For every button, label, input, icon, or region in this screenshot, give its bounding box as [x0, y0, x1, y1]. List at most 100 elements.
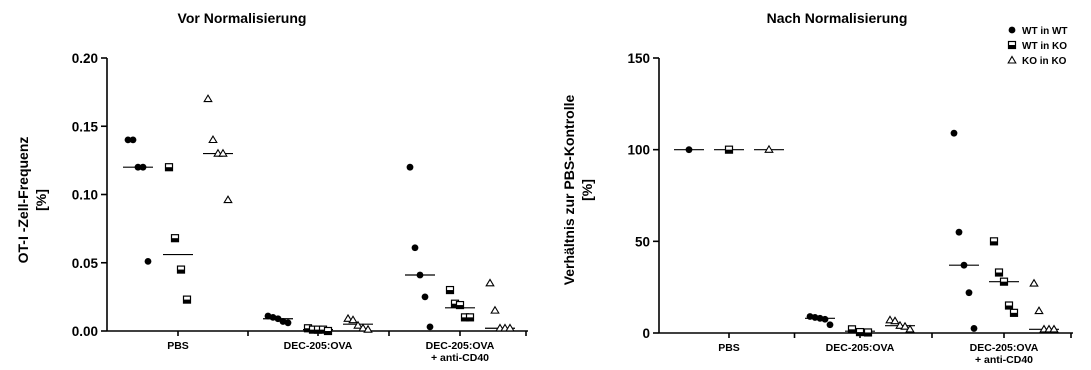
- data-point-fill: [995, 272, 1003, 276]
- data-point: [885, 315, 895, 324]
- data-point-fill: [856, 332, 864, 336]
- data-point-fill: [165, 167, 173, 171]
- data-point-fill: [451, 303, 459, 308]
- data-point-fill: [304, 328, 312, 332]
- legend-marker-filled-circle: [1008, 26, 1016, 34]
- data-point-fill: [314, 329, 322, 334]
- data-point-fill: [446, 290, 454, 294]
- chart-left-plot: 0.00 0.05 0.10 0.15 0.20 PBS DEC-205:OVA DEC-20…: [72, 51, 528, 364]
- chart-right-title: Nach Normalisierung: [767, 10, 908, 26]
- data-point: [905, 324, 915, 333]
- x-category-label: PBS: [167, 340, 189, 352]
- data-point-fill: [466, 317, 474, 321]
- data-point: [134, 163, 142, 171]
- data-point: [223, 195, 233, 204]
- data-point-fill: [177, 269, 185, 274]
- data-point: [821, 315, 829, 323]
- data-point-fill: [864, 332, 872, 336]
- chart-left-ylabel: OT-I -Zell-Frequenz: [15, 137, 31, 264]
- data-point: [129, 136, 137, 144]
- data-point: [505, 323, 515, 332]
- data-point: [965, 289, 973, 297]
- data-point: [139, 163, 147, 171]
- data-point: [900, 321, 910, 330]
- data-point: [411, 244, 419, 252]
- data-point: [208, 135, 218, 144]
- data-point: [348, 315, 358, 324]
- y-tick-label: 0.00: [72, 324, 98, 339]
- x-category-label: DEC-205:OVA: [826, 342, 895, 354]
- data-point-fill: [171, 238, 179, 242]
- x-category-label: DEC-205:OVA: [970, 342, 1039, 354]
- legend-marker-half-fill: [1008, 45, 1016, 49]
- chart-left-ylabel-unit: [%]: [33, 189, 49, 211]
- legend-item-wt-in-ko: WT in KO: [1007, 40, 1067, 52]
- data-point: [416, 271, 424, 279]
- data-point: [358, 323, 368, 332]
- data-point: [895, 320, 905, 329]
- x-category-label-line2: + anti-CD40: [975, 354, 1033, 366]
- legend-label: WT in WT: [1022, 26, 1068, 37]
- data-point: [970, 325, 978, 332]
- y-tick-label: 50: [635, 234, 650, 249]
- data-point-fill: [1010, 312, 1018, 317]
- data-point: [890, 316, 900, 325]
- data-point: [124, 136, 132, 144]
- x-category-label: PBS: [718, 342, 740, 354]
- data-point: [1034, 306, 1044, 315]
- data-point: [343, 313, 353, 322]
- y-tick-label: 0.10: [72, 188, 98, 203]
- x-category-label: DEC-205:OVA: [426, 340, 495, 352]
- data-point-fill: [990, 241, 998, 245]
- data-point: [1029, 278, 1039, 287]
- data-point: [764, 144, 774, 153]
- data-point: [426, 323, 434, 331]
- x-category-label: DEC-205:OVA: [284, 340, 353, 352]
- data-point: [485, 278, 495, 287]
- data-point: [950, 129, 958, 137]
- y-tick-label: 100: [627, 143, 650, 158]
- legend-label: KO in KO: [1022, 56, 1067, 67]
- data-point-fill: [309, 329, 317, 334]
- legend-marker-open-triangle: [1007, 55, 1017, 64]
- legend-item-wt-in-wt: WT in WT: [1008, 26, 1068, 37]
- data-point-fill: [725, 149, 733, 154]
- chart-left-title: Vor Normalisierung: [178, 10, 307, 26]
- data-point-fill: [1000, 281, 1008, 286]
- y-tick-label: 0.05: [72, 256, 99, 271]
- legend-item-ko-in-ko: KO in KO: [1007, 55, 1067, 67]
- data-point: [406, 163, 414, 171]
- data-point: [955, 228, 963, 236]
- data-point: [203, 94, 213, 103]
- data-point: [960, 261, 968, 269]
- x-category-label-line2: + anti-CD40: [431, 352, 489, 364]
- data-point: [490, 305, 500, 314]
- data-point-fill: [456, 305, 464, 309]
- data-point: [274, 315, 282, 323]
- data-point: [421, 293, 429, 301]
- data-point: [1049, 324, 1059, 333]
- data-point-fill: [319, 329, 327, 334]
- legend-label: WT in KO: [1022, 41, 1067, 52]
- data-point: [353, 320, 363, 329]
- data-point: [685, 146, 693, 154]
- data-point: [363, 324, 373, 333]
- data-point-fill: [461, 317, 469, 321]
- data-point-fill: [183, 299, 191, 304]
- data-point: [284, 319, 292, 327]
- chart-right: Nach Normalisierung Verhältnis zur PBS-K…: [561, 10, 907, 285]
- data-point: [826, 321, 834, 329]
- chart-right-ylabel: Verhältnis zur PBS-Kontrolle: [561, 94, 577, 285]
- y-tick-label: 0.20: [72, 51, 98, 66]
- data-point: [218, 148, 228, 157]
- data-point: [144, 257, 152, 265]
- y-tick-label: 150: [627, 51, 650, 66]
- y-tick-label: 0.15: [72, 119, 99, 134]
- data-point-fill: [848, 329, 856, 333]
- data-point-fill: [1005, 305, 1013, 309]
- legend: WT in WT WT in KO KO in KO: [1007, 26, 1068, 67]
- chart-right-ylabel-unit: [%]: [579, 179, 595, 201]
- chart-left: Vor Normalisierung OT-I -Zell-Frequenz […: [15, 10, 306, 263]
